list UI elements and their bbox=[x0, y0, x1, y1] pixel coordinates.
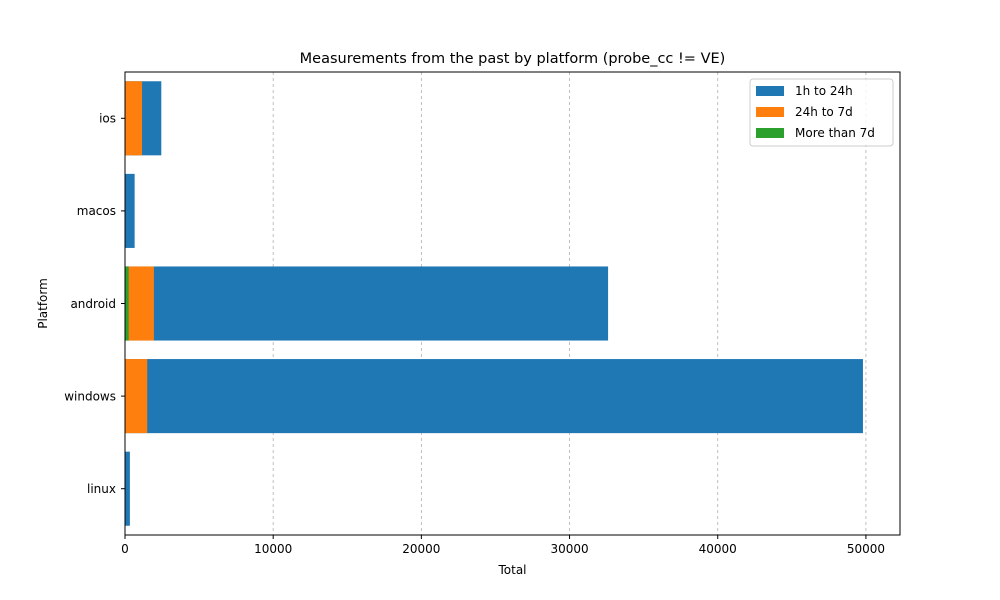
legend-box bbox=[749, 78, 894, 147]
x-tick-label: 0 bbox=[121, 542, 129, 556]
bar-ios-series-2 bbox=[125, 81, 143, 156]
x-axis-label: Total bbox=[497, 563, 526, 577]
x-axis-ticks: 0 10000 20000 30000 40000 50000 bbox=[121, 535, 885, 556]
legend-entry-label: 24h to 7d bbox=[795, 105, 853, 119]
legend-entry-label: 1h to 24h bbox=[795, 84, 853, 98]
x-tick-label: 30000 bbox=[550, 542, 588, 556]
bar-android-series-2 bbox=[125, 266, 154, 341]
y-tick-label-windows: windows bbox=[64, 389, 116, 403]
bar-macos-series-1 bbox=[125, 173, 135, 248]
bars bbox=[125, 81, 863, 526]
chart-title: Measurements from the past by platform (… bbox=[300, 51, 726, 67]
bar-linux-series-1 bbox=[125, 451, 130, 526]
legend-entry-label: More than 7d bbox=[795, 126, 875, 140]
grid-lines bbox=[272, 72, 867, 535]
y-tick-label-macos: macos bbox=[77, 204, 116, 218]
x-tick-label: 40000 bbox=[699, 542, 737, 556]
x-tick-label: 10000 bbox=[254, 542, 292, 556]
y-axis-ticks: linux windows android macos ios bbox=[64, 112, 125, 496]
x-tick-label: 50000 bbox=[847, 542, 885, 556]
legend-swatch bbox=[756, 86, 784, 96]
y-tick-label-ios: ios bbox=[99, 112, 116, 126]
y-axis-label: Platform bbox=[36, 278, 50, 329]
x-tick-label: 20000 bbox=[402, 542, 440, 556]
y-tick-label-linux: linux bbox=[87, 482, 116, 496]
legend: 1h to 24h 24h to 7d More than 7d bbox=[749, 78, 894, 147]
bar-windows-series-1 bbox=[125, 359, 863, 434]
bar-android-series-1 bbox=[125, 266, 609, 341]
bar-android-series-3 bbox=[125, 266, 129, 341]
y-tick-label-android: android bbox=[70, 297, 116, 311]
legend-swatch bbox=[756, 128, 784, 138]
legend-swatch bbox=[756, 107, 784, 117]
bar-windows-series-2 bbox=[125, 359, 148, 434]
